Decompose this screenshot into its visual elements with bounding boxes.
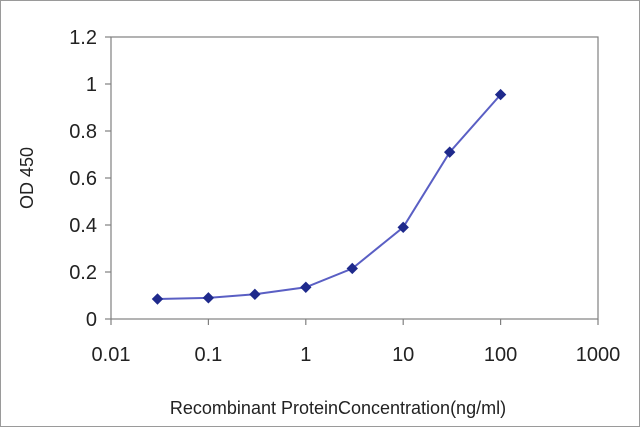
y-axis-title: OD 450 — [17, 147, 37, 209]
y-tick-label: 1.2 — [69, 27, 97, 49]
y-tick-label: 1 — [86, 74, 97, 96]
y-tick-label: 0.6 — [69, 168, 97, 190]
series-markers — [151, 88, 507, 305]
data-point-marker — [494, 88, 507, 101]
x-axis-title: Recombinant ProteinConcentration(ng/ml) — [170, 398, 506, 418]
x-tick-label: 0.1 — [194, 344, 222, 366]
data-point-marker — [202, 292, 215, 304]
y-tick-label: 0.8 — [69, 121, 97, 143]
data-point-marker — [249, 288, 261, 301]
data-point-marker — [346, 262, 358, 275]
x-tick-label: 1000 — [576, 344, 621, 366]
x-tick-label: 10 — [392, 344, 414, 366]
data-point-marker — [443, 146, 456, 158]
y-tick-label: 0 — [86, 309, 97, 331]
y-axis: 0 0.2 0.4 0.6 0.8 1 1.2 — [69, 27, 111, 331]
y-tick-label: 0.2 — [69, 262, 97, 284]
x-tick-label: 100 — [484, 344, 517, 366]
data-point-marker — [151, 293, 164, 305]
data-point-marker — [300, 281, 312, 293]
plot-area-border — [110, 36, 599, 320]
x-tick-label: 0.01 — [92, 344, 131, 366]
y-tick-label: 0.4 — [69, 215, 97, 237]
x-tick-label: 1 — [300, 344, 311, 366]
series-line — [157, 93, 502, 300]
x-axis: 0.01 0.1 1 10 100 1000 — [92, 319, 621, 366]
data-point-marker — [397, 221, 409, 234]
